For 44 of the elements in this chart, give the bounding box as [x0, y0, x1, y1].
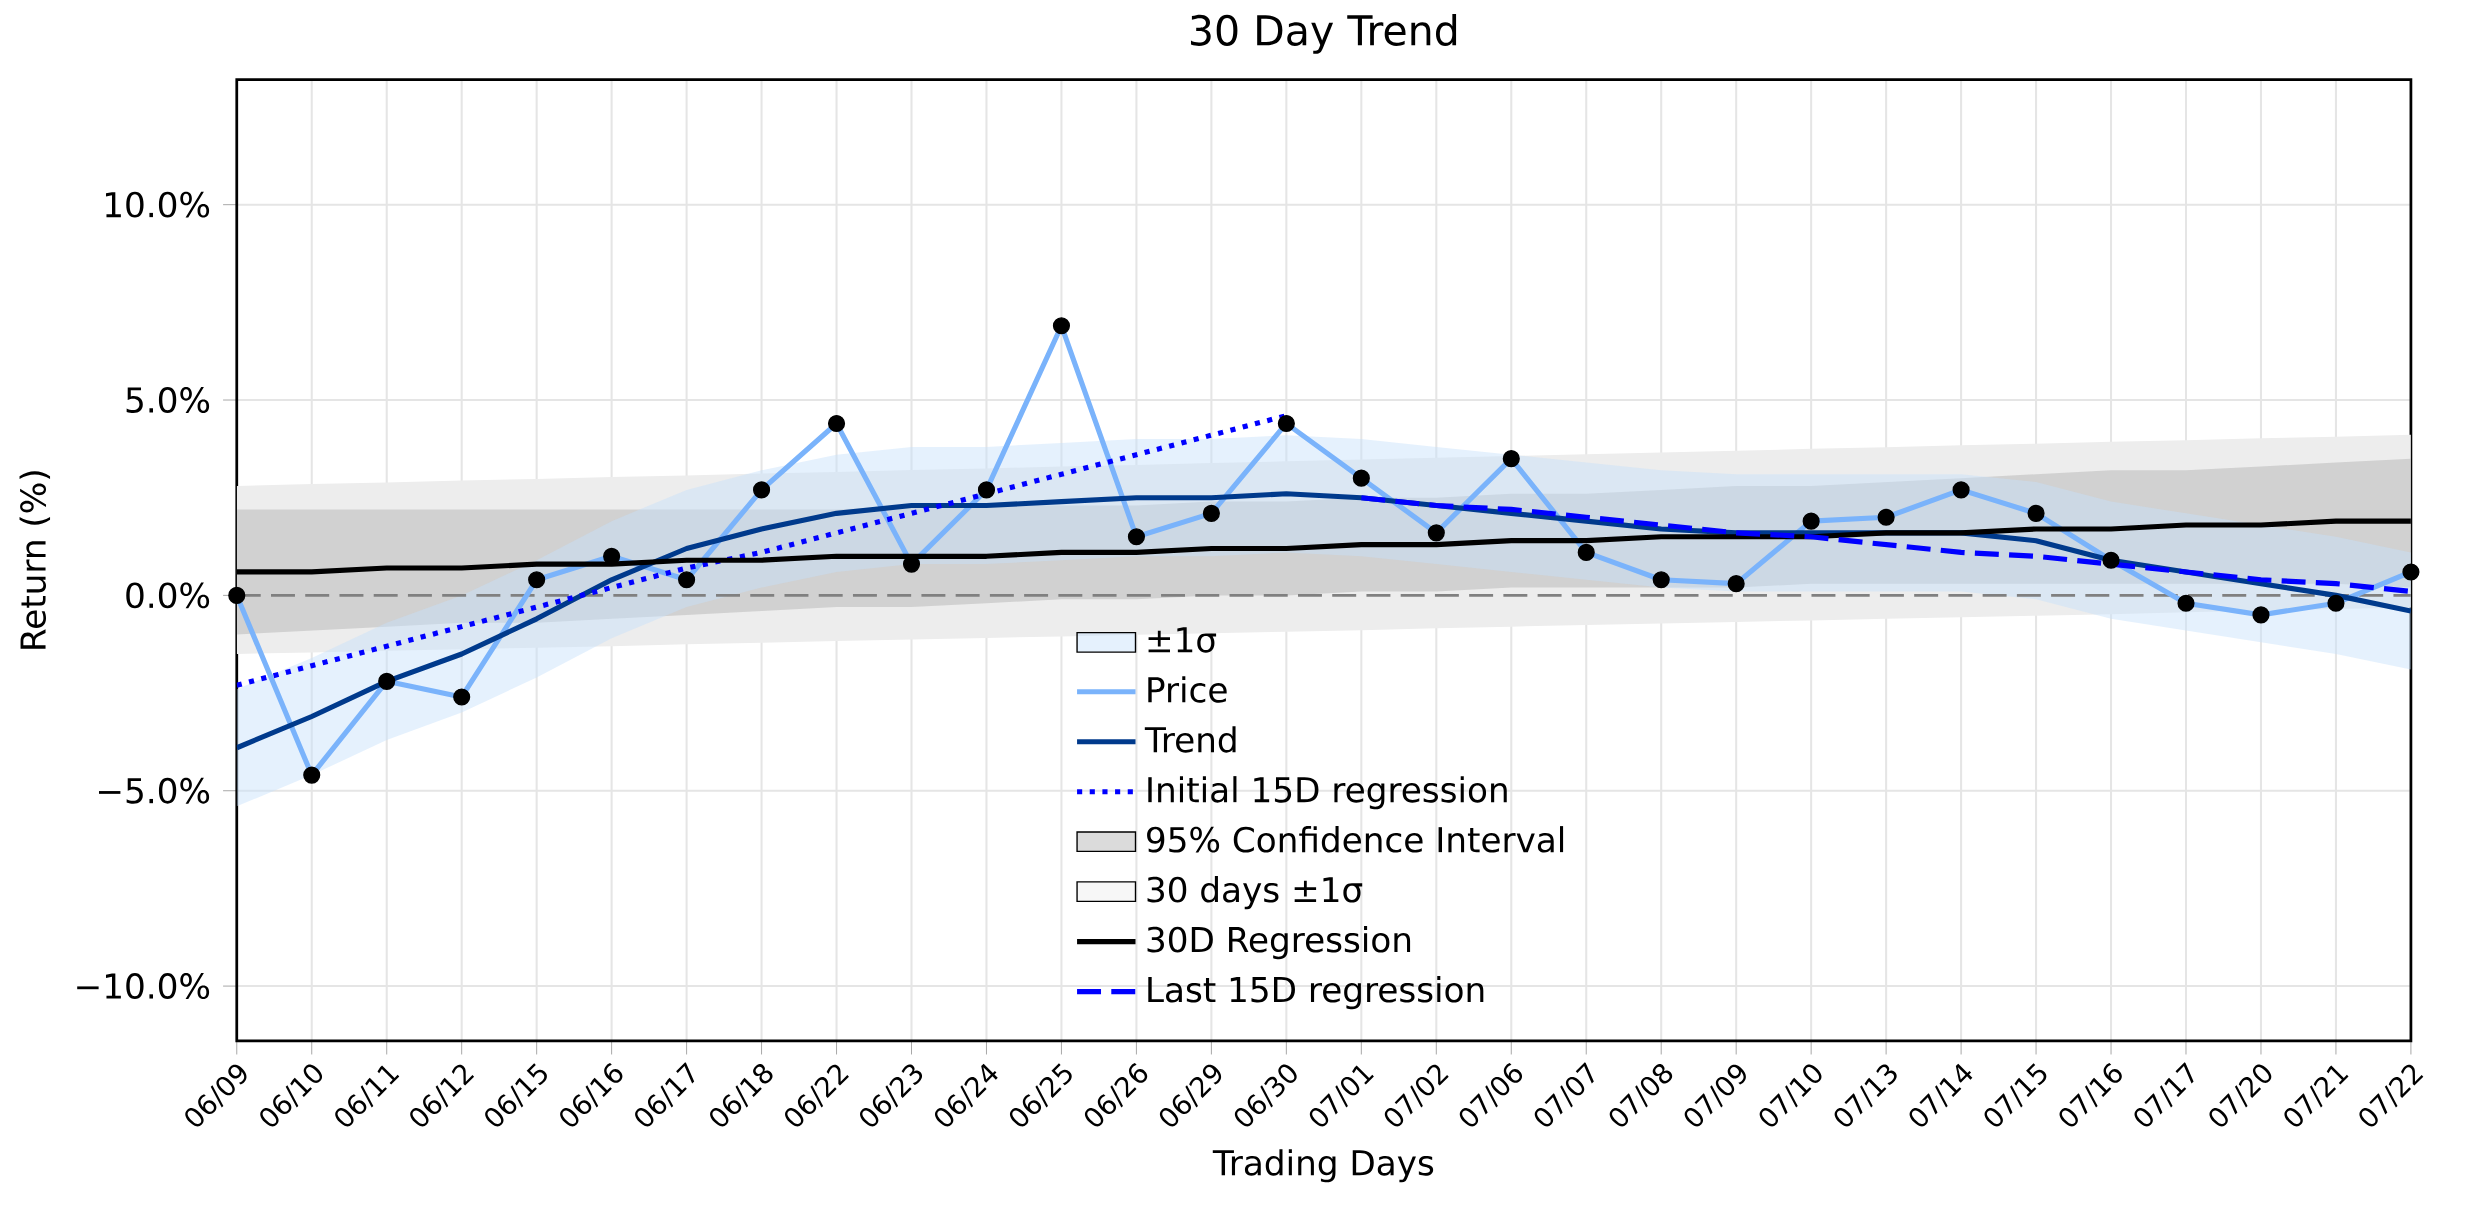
point [1577, 543, 1595, 562]
chart-title: 30 Day Trend [1190, 14, 1457, 54]
point [1952, 481, 1970, 499]
point [1277, 414, 1295, 433]
point [228, 586, 246, 605]
point [2327, 594, 2345, 612]
legend-label: Last 15D regression [1148, 976, 1484, 1010]
y-tick-label: −10.0% [77, 973, 210, 1000]
y-tick-label: −5.0% [98, 777, 210, 804]
point [2177, 594, 2195, 612]
point [827, 414, 846, 433]
point [678, 571, 696, 589]
legend-label: Initial 15D regression [1148, 776, 1507, 810]
legend-label: ±1σ [1148, 627, 1217, 653]
point [1127, 528, 1145, 546]
legend-label: 30D Regression [1147, 926, 1411, 960]
point [977, 481, 996, 499]
point [753, 481, 771, 499]
point [1502, 450, 1520, 468]
point [378, 672, 396, 690]
y-tick-label: 10.0% [105, 191, 210, 218]
legend-label: Trend [1144, 726, 1236, 753]
point [1202, 504, 1220, 522]
point [303, 766, 321, 784]
point [1727, 575, 1745, 593]
point [1877, 508, 1895, 526]
point [1802, 512, 1820, 530]
point [2252, 606, 2270, 624]
x-axis-title: Trading Days [1212, 1149, 1434, 1183]
legend-label: 30 days ±1σ [1147, 876, 1363, 910]
point [2027, 504, 2045, 522]
point [2402, 563, 2420, 581]
point [1052, 317, 1071, 335]
point [1652, 571, 1670, 589]
legend-label: Price [1148, 676, 1227, 703]
y-axis-title: Return (%) [19, 471, 51, 649]
point [1427, 524, 1445, 542]
y-tick-label: 0.0% [126, 582, 210, 609]
point [2102, 551, 2120, 569]
y-tick-label: 5.0% [126, 387, 210, 414]
point [528, 571, 546, 589]
point [1352, 469, 1370, 487]
point [453, 688, 471, 706]
legend-label: 95% Confidence Interval [1147, 826, 1564, 853]
